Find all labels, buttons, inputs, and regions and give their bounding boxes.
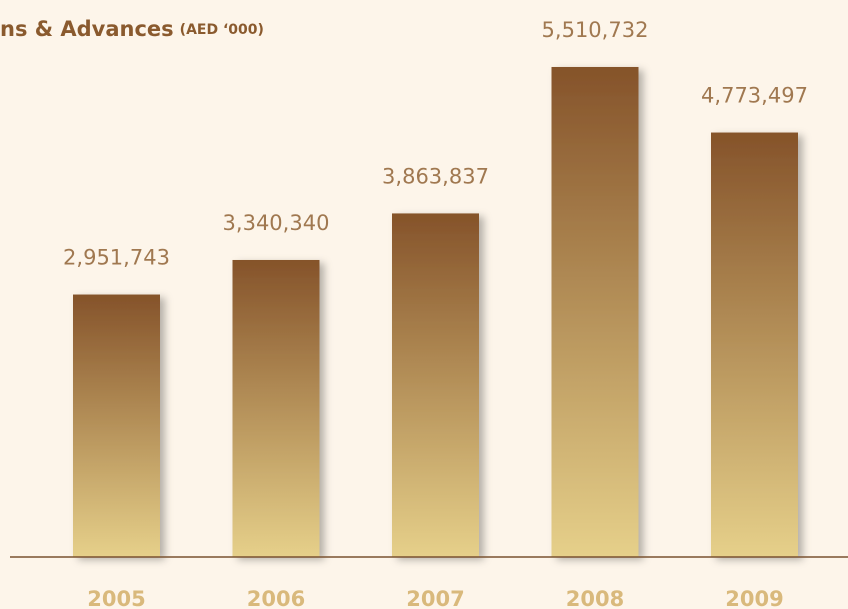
x-tick-label: 2009 <box>725 587 783 609</box>
x-tick-label: 2006 <box>247 587 305 609</box>
value-label: 3,340,340 <box>223 211 330 235</box>
title: ns & Advances <box>0 17 174 41</box>
bar <box>73 294 160 557</box>
bar <box>551 66 639 558</box>
x-tick-label: 2005 <box>87 587 145 609</box>
bar <box>711 132 798 557</box>
chart-title: ns & Advances (AED ‘000) <box>0 17 264 41</box>
x-tick-label: 2007 <box>406 587 464 609</box>
bar <box>232 259 320 557</box>
value-label: 3,863,837 <box>382 164 489 188</box>
value-label: 2,951,743 <box>63 246 170 270</box>
bar <box>392 213 479 558</box>
unit: (AED ‘000) <box>180 22 264 38</box>
value-label: 5,510,732 <box>542 18 649 42</box>
x-tick-label: 2008 <box>566 587 624 609</box>
value-label: 4,773,497 <box>701 84 808 108</box>
